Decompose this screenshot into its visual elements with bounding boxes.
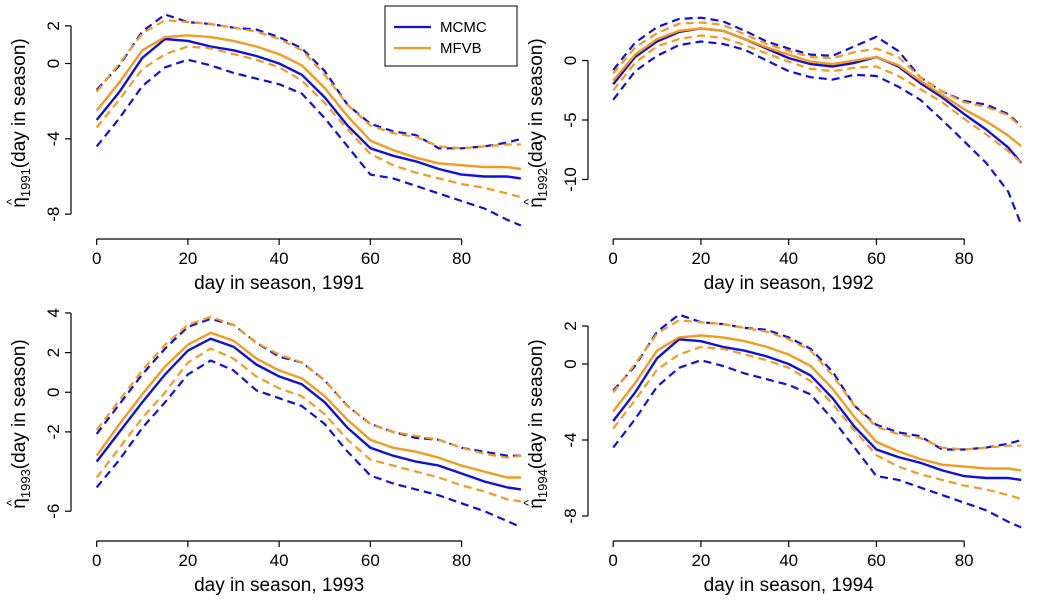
y-tick-label: 0 — [561, 56, 580, 65]
y-tick-label: -8 — [561, 508, 580, 523]
series-line-mfvb-dashed — [95, 347, 522, 503]
x-tick-label: 40 — [270, 551, 289, 570]
panel-1992: 0 20 40 60 80 day in season, 1992 0 -5 -10 ^η1992… — [521, 16, 1023, 294]
y-tick-label: 4 — [44, 308, 63, 317]
x-tick-label: 40 — [270, 249, 289, 268]
y-tick-label: -2 — [44, 424, 63, 439]
series-line-mfvb-dashed — [95, 45, 522, 199]
series-line-mfvb-dashed — [95, 315, 522, 459]
series-line-mcmc-dashed — [612, 313, 1022, 451]
x-tick-label: 20 — [178, 249, 197, 268]
y-title-main: (day in season) — [9, 38, 30, 168]
x-tick-label: 60 — [361, 249, 380, 268]
x-tick-label: 60 — [867, 249, 886, 268]
series-line-mcmc-solid — [95, 37, 522, 180]
series-group — [95, 13, 522, 227]
y-tick-label: 2 — [561, 321, 580, 330]
x-tick-label: 60 — [867, 551, 886, 570]
y-title-eta: η — [526, 498, 547, 509]
y-tick-label: -6 — [44, 504, 63, 519]
y-title-hat: ^ — [4, 499, 19, 506]
series-line-mcmc-dashed — [612, 40, 1023, 226]
x-tick-label: 20 — [691, 249, 710, 268]
series-group — [612, 16, 1023, 226]
series-group — [612, 313, 1022, 529]
series-line-mcmc-dashed — [95, 317, 521, 457]
x-tick-label: 80 — [452, 551, 471, 570]
y-tick-label: -5 — [561, 112, 580, 127]
y-tick-label: -4 — [44, 131, 63, 146]
x-axis-title: day in season, 1993 — [194, 575, 364, 596]
x-tick-label: 80 — [955, 249, 974, 268]
series-line-mcmc-dashed — [95, 13, 522, 150]
x-axis-title: day in season, 1994 — [704, 575, 875, 596]
y-title-eta: η — [9, 197, 30, 208]
x-axis-title: day in season, 1992 — [704, 273, 874, 294]
y-axis-title: ^η1991(day in season) — [4, 38, 33, 207]
y-tick-label: 0 — [44, 388, 63, 397]
series-group — [95, 315, 522, 529]
series-line-mcmc-dashed — [612, 359, 1022, 529]
legend: MCMC MFVB — [384, 5, 518, 67]
y-title-subscript: 1992 — [535, 168, 550, 197]
y-title-hat: ^ — [521, 499, 536, 506]
series-line-mfvb-solid — [95, 331, 521, 479]
series-line-mcmc-solid — [612, 338, 1022, 482]
x-tick-label: 20 — [178, 551, 197, 570]
x-tick-label: 40 — [779, 551, 798, 570]
x-tick-label: 80 — [452, 249, 471, 268]
x-tick-label: 0 — [92, 249, 101, 268]
series-line-mcmc-dashed — [95, 58, 522, 227]
series-line-mfvb-solid — [95, 34, 522, 171]
y-title-hat: ^ — [4, 198, 19, 205]
x-tick-label: 40 — [779, 249, 798, 268]
y-title-subscript: 1994 — [535, 469, 550, 498]
y-title-main: (day in season) — [526, 339, 547, 469]
y-title-eta: η — [9, 498, 30, 509]
x-axis-title: day in season, 1991 — [194, 273, 364, 294]
y-title-eta: η — [526, 197, 547, 208]
y-tick-label: 2 — [44, 21, 63, 30]
y-tick-label: 0 — [44, 59, 63, 68]
series-line-mfvb-solid — [612, 334, 1022, 472]
x-tick-label: 0 — [608, 551, 617, 570]
x-tick-label: 60 — [361, 551, 380, 570]
y-title-subscript: 1991 — [18, 168, 33, 197]
x-tick-label: 0 — [608, 249, 617, 268]
series-line-mcmc-dashed — [612, 16, 1022, 127]
y-axis-title: ^η1993(day in season) — [4, 339, 33, 508]
series-line-mfvb-dashed — [612, 34, 1022, 164]
y-title-hat: ^ — [521, 198, 536, 205]
x-tick-label: 80 — [955, 551, 974, 570]
series-line-mfvb-dashed — [612, 319, 1022, 451]
series-line-mcmc-dashed — [95, 359, 522, 529]
y-title-main: (day in season) — [526, 38, 547, 168]
series-line-mfvb-dashed — [95, 19, 521, 150]
legend-label-mfvb: MFVB — [440, 40, 482, 57]
y-title-subscript: 1993 — [18, 469, 33, 498]
legend-label-mcmc: MCMC — [440, 19, 487, 36]
y-tick-label: -8 — [44, 207, 63, 222]
y-tick-label: 2 — [44, 348, 63, 357]
series-line-mfvb-dashed — [612, 345, 1022, 500]
y-tick-label: 0 — [561, 359, 580, 368]
series-line-mfvb-solid — [612, 27, 1022, 148]
y-tick-label: -4 — [561, 432, 580, 447]
series-line-mcmc-solid — [95, 337, 522, 491]
x-tick-label: 20 — [691, 551, 710, 570]
y-axis-title: ^η1994(day in season) — [521, 339, 550, 508]
y-title-main: (day in season) — [9, 339, 30, 469]
legend-box — [384, 5, 518, 67]
y-axis-title: ^η1992(day in season) — [521, 38, 550, 207]
y-tick-label: -10 — [561, 167, 580, 192]
x-tick-label: 0 — [92, 551, 101, 570]
